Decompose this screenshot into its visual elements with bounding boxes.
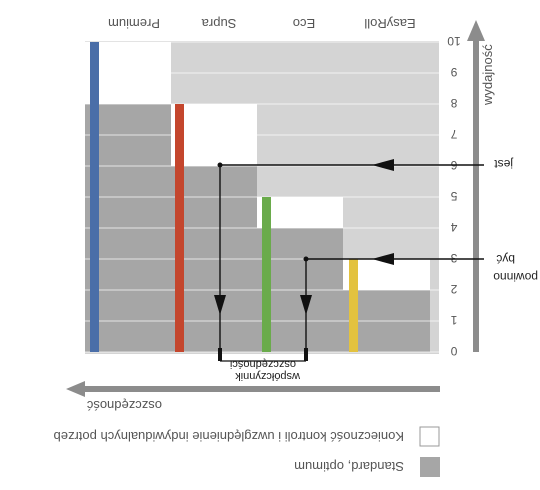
efficiency-arrow-label: wydajność [480, 44, 495, 106]
y-tick-2: 2 [450, 282, 457, 296]
y-tick-7: 7 [450, 127, 457, 141]
y-tick-1: 1 [450, 313, 457, 327]
is-label: jest [494, 157, 514, 171]
chart-area [85, 41, 439, 354]
should-be-arrowhead [372, 253, 394, 265]
is-riser-arrowhead [214, 295, 226, 315]
category-label-3: Premium [108, 16, 160, 31]
is-arrowhead [372, 159, 394, 171]
legend: Standard, optimum Konieczność kontroli i… [54, 426, 440, 477]
should-be-cap [304, 348, 308, 361]
efficiency-arrow: wydajność [467, 20, 495, 352]
legend-standard-swatch [420, 457, 440, 477]
coefficient-line1: współczynnik [235, 370, 301, 382]
legend-standard-label: Standard, optimum [294, 459, 404, 474]
category-label-0: EasyRoll [364, 16, 415, 31]
category-label-1: Eco [293, 16, 315, 31]
color-bar-0 [349, 259, 358, 352]
should-be-riser-arrowhead [300, 295, 312, 315]
should-be-label-line2: być [496, 252, 515, 266]
category-label-2: Supra [201, 16, 236, 31]
should-be-label-line1: powinno [493, 270, 538, 284]
savings-arrow-label: oszczędność [86, 398, 162, 413]
efficiency-arrow-shaft [473, 40, 479, 352]
coefficient-line2: oszczędności [230, 358, 296, 370]
color-bars [90, 42, 358, 352]
y-tick-10: 10 [447, 34, 461, 48]
savings-arrow-shaft [84, 386, 440, 392]
category-labels: EasyRoll Eco Supra Premium [108, 16, 416, 31]
custom-block-1 [257, 197, 343, 228]
color-bar-3 [90, 42, 99, 352]
annotations: współczynnik oszczędności powinno być je… [230, 157, 538, 382]
savings-arrow-head [66, 381, 85, 397]
y-tick-8: 8 [450, 96, 457, 110]
y-tick-9: 9 [450, 65, 457, 79]
color-bar-2 [175, 104, 184, 352]
color-bar-1 [262, 197, 271, 352]
marker-lines [214, 159, 484, 362]
legend-custom-swatch [419, 426, 440, 447]
y-tick-0: 0 [450, 344, 457, 358]
y-tick-4: 4 [450, 220, 457, 234]
efficiency-arrow-head [467, 20, 485, 41]
y-tick-3: 3 [450, 251, 457, 265]
legend-custom-label: Konieczność kontroli i uwzględnienie ind… [54, 429, 404, 444]
is-cap [218, 348, 222, 361]
y-tick-5: 5 [450, 189, 457, 203]
savings-arrow: oszczędność [66, 381, 440, 413]
